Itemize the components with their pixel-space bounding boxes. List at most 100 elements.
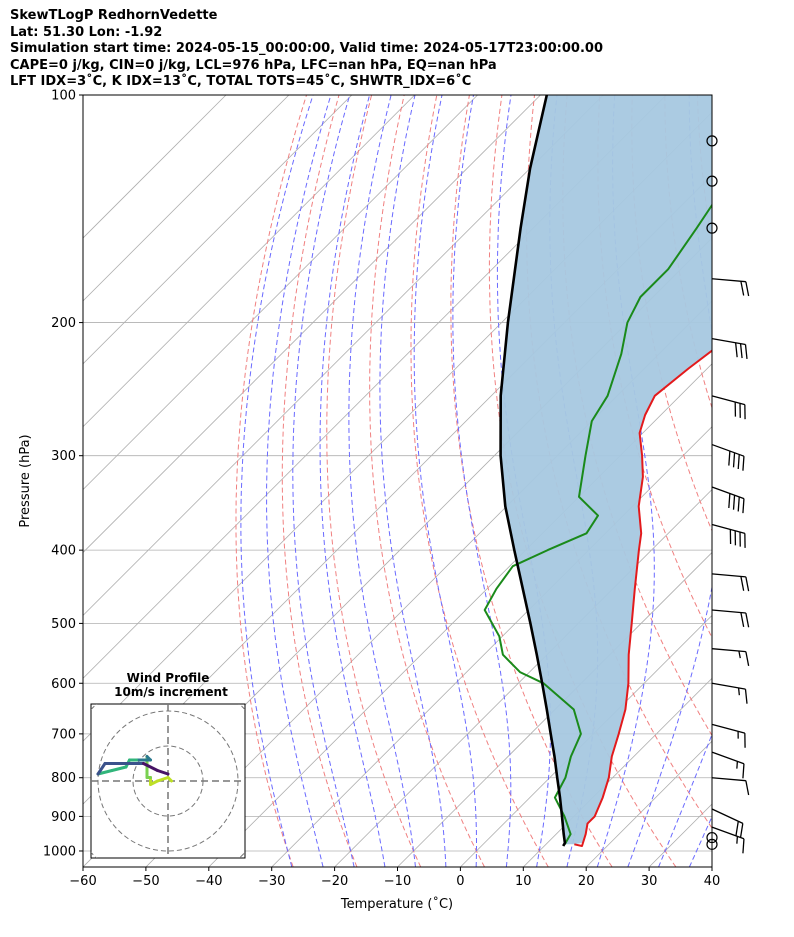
wind-barb-flag bbox=[740, 281, 745, 296]
wind-barb-staff bbox=[711, 808, 744, 824]
chart-title-block: SkewTLogP RedhornVedette Lat: 51.30 Lon:… bbox=[10, 8, 603, 91]
moist-adiabat-line bbox=[292, 95, 355, 867]
wind-barb-flag bbox=[737, 454, 740, 470]
wind-barb-flag bbox=[745, 651, 750, 667]
dry-adiabat-line bbox=[235, 95, 307, 867]
cape-line: CAPE=0 j/kg, CIN=0 j/kg, LCL=976 hPa, LF… bbox=[10, 57, 497, 73]
wind-barb-flag bbox=[744, 689, 748, 704]
moist-adiabat-line bbox=[413, 95, 477, 867]
dry-adiabat-line bbox=[730, 95, 794, 867]
hodograph-plot bbox=[91, 704, 245, 858]
x-tick-label: 30 bbox=[641, 874, 658, 889]
dewpoint-line bbox=[483, 203, 712, 845]
wind-barb-staff bbox=[711, 682, 746, 690]
wind-barb-staff bbox=[711, 723, 746, 734]
isotherm-line bbox=[83, 95, 541, 554]
dry-adiabat-line bbox=[763, 95, 794, 867]
hodograph-subtitle: 10m/s increment bbox=[114, 685, 228, 699]
hodograph-trace bbox=[110, 765, 128, 772]
wind-barb-half-flag bbox=[736, 761, 739, 769]
wind-barb-flag bbox=[744, 344, 748, 360]
x-tick-label: −60 bbox=[69, 874, 96, 889]
wind-barb-flag bbox=[745, 612, 750, 628]
dry-adiabat-line bbox=[326, 95, 422, 867]
wind-barb-flag bbox=[745, 576, 750, 592]
isotherm-line bbox=[271, 426, 712, 867]
wind-barb-flag bbox=[745, 780, 750, 796]
hodograph-trace bbox=[156, 776, 170, 783]
isotherm-line bbox=[83, 95, 227, 239]
moist-adiabat-line bbox=[752, 95, 794, 867]
y-tick-label: 300 bbox=[51, 449, 76, 464]
x-axis-label: Temperature (˚C) bbox=[340, 896, 453, 912]
wind-barb-flag bbox=[735, 821, 739, 836]
calm-wind-circle bbox=[706, 175, 718, 187]
x-tick-label: 10 bbox=[515, 874, 532, 889]
hodograph-trace bbox=[142, 762, 159, 772]
wind-barb-staff bbox=[711, 395, 746, 406]
isotherm-line bbox=[334, 489, 712, 867]
wind-barb-flag bbox=[742, 763, 745, 779]
wind-barb-half-flag bbox=[737, 687, 740, 696]
moist-adiabat-line bbox=[452, 95, 512, 867]
wind-barb-staff bbox=[711, 523, 746, 534]
wind-barb-flag bbox=[740, 576, 745, 591]
x-tick-label: −30 bbox=[258, 874, 285, 889]
isotherm-line bbox=[397, 551, 712, 867]
y-axis-label: Pressure (hPa) bbox=[18, 434, 33, 527]
time-line: Simulation start time: 2024-05-15_00:00:… bbox=[10, 41, 603, 56]
wind-barb-flag bbox=[732, 452, 736, 468]
isotherm-line bbox=[711, 866, 712, 867]
x-tick-label: −50 bbox=[132, 874, 159, 889]
wind-barb-staff bbox=[711, 337, 746, 346]
x-tick-label: 40 bbox=[704, 874, 721, 889]
x-tick-label: 0 bbox=[456, 874, 464, 889]
wind-barb-flag bbox=[732, 495, 736, 510]
cape-cin-shading bbox=[500, 95, 712, 845]
calm-wind-circle bbox=[706, 838, 718, 850]
wind-barb-flag bbox=[728, 451, 731, 466]
y-tick-label: 500 bbox=[51, 617, 76, 632]
y-tick-label: 800 bbox=[51, 771, 76, 786]
calm-wind-circle bbox=[706, 222, 718, 234]
wind-barb-half-flag bbox=[736, 836, 739, 844]
wind-barb-staff bbox=[711, 609, 746, 614]
wind-barb-flag bbox=[742, 498, 745, 514]
wind-barb-flag bbox=[734, 342, 738, 358]
chart-title: SkewTLogP RedhornVedette bbox=[10, 8, 218, 23]
x-tick-label: −20 bbox=[321, 874, 348, 889]
wind-barb-staff bbox=[711, 751, 745, 765]
hodograph-trace bbox=[156, 769, 170, 776]
wind-barb-staff bbox=[711, 486, 745, 500]
y-tick-label: 700 bbox=[51, 727, 76, 742]
wind-barb-flag bbox=[742, 838, 745, 854]
y-tick-label: 200 bbox=[51, 316, 76, 331]
dry-adiabat-line bbox=[450, 95, 613, 867]
wind-barb-staff bbox=[711, 826, 745, 840]
moist-adiabat-line bbox=[319, 95, 386, 867]
moist-adiabat-line bbox=[783, 95, 794, 867]
calm-wind-circle bbox=[706, 135, 718, 147]
location-line: Lat: 51.30 Lon: -1.92 bbox=[10, 24, 163, 40]
wind-barb-half-flag bbox=[738, 650, 741, 659]
hodograph-title: Wind Profile bbox=[127, 671, 210, 685]
y-tick-label: 1000 bbox=[43, 844, 76, 859]
wind-barb-staff bbox=[711, 573, 746, 578]
moist-adiabat-line bbox=[379, 95, 447, 867]
moist-adiabat-line bbox=[240, 95, 314, 867]
dry-adiabat-line bbox=[410, 95, 549, 867]
moist-adiabat-line bbox=[348, 95, 416, 867]
wind-barb-flag bbox=[739, 823, 744, 838]
hodograph-trace bbox=[96, 769, 114, 776]
wind-barb-staff bbox=[711, 648, 746, 653]
indices-line: LFT IDX=3˚C, K IDX=13˚C, TOTAL TOTS=45˚C… bbox=[10, 74, 472, 89]
x-tick-label: −40 bbox=[195, 874, 222, 889]
moist-adiabat-line bbox=[266, 95, 332, 867]
wind-barb-flag bbox=[737, 496, 740, 512]
moist-adiabat-line bbox=[720, 95, 794, 867]
isotherm-line bbox=[83, 95, 604, 616]
isotherm-line bbox=[523, 677, 712, 867]
wind-barb-flag bbox=[742, 456, 745, 471]
calm-wind-circle bbox=[706, 831, 718, 844]
